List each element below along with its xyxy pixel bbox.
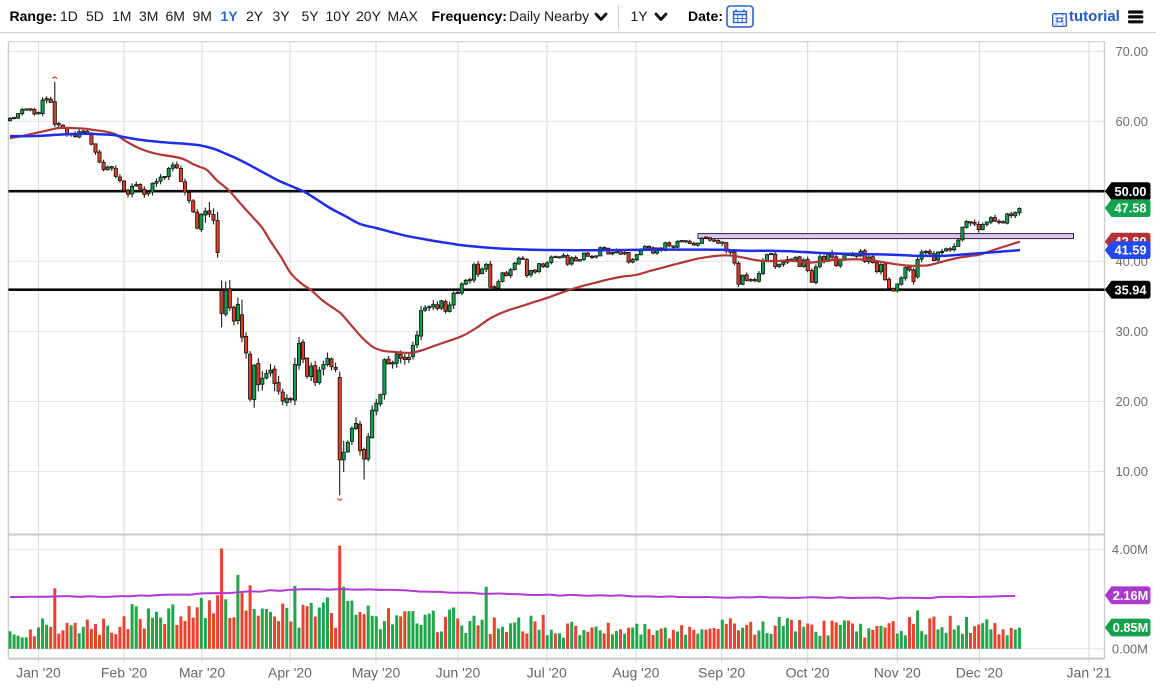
- svg-text:60.00: 60.00: [1115, 114, 1148, 129]
- svg-text:Jan '20: Jan '20: [16, 665, 61, 681]
- svg-text:May '20: May '20: [352, 665, 401, 681]
- svg-text:50.00: 50.00: [1114, 184, 1146, 199]
- svg-text:10.00: 10.00: [1115, 464, 1148, 479]
- svg-text:35.94: 35.94: [1114, 282, 1147, 297]
- svg-text:0.00M: 0.00M: [1112, 641, 1148, 656]
- svg-text:41.59: 41.59: [1114, 243, 1146, 258]
- svg-text:Jan '21: Jan '21: [1067, 665, 1112, 681]
- svg-text:Mar '20: Mar '20: [179, 665, 225, 681]
- svg-text:Oct '20: Oct '20: [786, 665, 830, 681]
- svg-text:Aug '20: Aug '20: [612, 665, 659, 681]
- svg-text:Nov '20: Nov '20: [874, 665, 921, 681]
- svg-text:Apr '20: Apr '20: [268, 665, 312, 681]
- svg-text:Sep '20: Sep '20: [698, 665, 745, 681]
- svg-text:Feb '20: Feb '20: [101, 665, 147, 681]
- svg-text:30.00: 30.00: [1115, 324, 1148, 339]
- svg-text:Dec '20: Dec '20: [956, 665, 1003, 681]
- svg-text:Jul '20: Jul '20: [527, 665, 567, 681]
- svg-text:Jun '20: Jun '20: [436, 665, 481, 681]
- svg-text:20.00: 20.00: [1115, 394, 1148, 409]
- svg-text:2.16M: 2.16M: [1113, 588, 1149, 603]
- svg-text:47.58: 47.58: [1114, 201, 1146, 216]
- svg-text:0.85M: 0.85M: [1113, 620, 1149, 635]
- svg-text:4.00M: 4.00M: [1112, 542, 1148, 557]
- svg-text:70.00: 70.00: [1115, 44, 1148, 59]
